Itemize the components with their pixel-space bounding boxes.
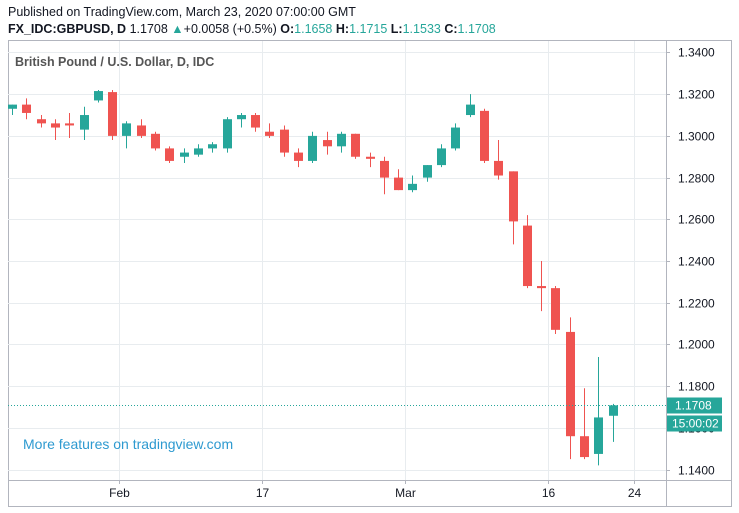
candle-body [408,183,417,191]
x-tick-label: 16 [542,486,556,500]
candle-body [394,177,403,191]
candle-body [22,104,31,113]
candle-body [8,104,17,109]
candle-body [594,417,603,454]
candle-body [251,115,260,128]
candle-body [609,405,618,416]
symbol-label[interactable]: FX_IDC:GBPUSD, D [8,22,127,36]
y-tick-label: 1.3200 [678,88,715,102]
candle-body [265,131,274,136]
candle-body [108,92,117,136]
axes: 1.14001.16001.18001.20001.22001.24001.26… [109,46,715,501]
candle-body [308,135,317,161]
chart-legend: British Pound / U.S. Dollar, D, IDC [15,55,214,69]
candle-body [65,123,74,126]
high-label: H: [335,22,350,36]
candle-body [380,160,389,178]
chart-frame [8,40,732,507]
x-tick-label: Feb [109,486,130,500]
candle-body [294,152,303,161]
candle-body [122,123,131,136]
open-label: O: [280,22,295,36]
price-tag [667,397,722,414]
candle-body [165,148,174,161]
y-tick-label: 1.3000 [678,130,715,144]
x-tick-label: 24 [628,486,642,500]
candle-body [180,152,189,157]
y-tick-label: 1.1400 [678,464,715,478]
candle-body [451,127,460,149]
y-tick-label: 1.1800 [678,380,715,394]
candle-body [37,119,46,124]
candle-body [51,123,60,128]
price-tag-label: 1.1708 [675,399,712,413]
candle-body [223,119,232,149]
close-value: 1.1708 [457,22,496,36]
candle-body [523,225,532,287]
candle-body [194,148,203,155]
close-label: C: [444,22,458,36]
candle-body [480,110,489,161]
candle-body [366,156,375,159]
y-tick-label: 1.2200 [678,297,715,311]
candle-body [423,165,432,178]
y-tick-label: 1.2400 [678,255,715,269]
low-label: L: [390,22,403,36]
last-price: 1.1708 [129,22,168,36]
candle-body [437,148,446,166]
candle-body [466,104,475,116]
candle-body [280,129,289,153]
candle-body [94,91,103,101]
grid [8,41,666,480]
up-arrow-icon: ▲ [171,22,184,36]
price-change: +0.0058 (+0.5%) [183,22,277,36]
x-tick-label: 17 [256,486,270,500]
x-tick-label: Mar [395,486,416,500]
y-tick-label: 1.2600 [678,213,715,227]
countdown-tag [667,415,722,432]
candle-body [208,144,217,149]
published-caption: Published on TradingView.com, March 23, … [8,5,356,19]
candle-body [566,331,575,437]
high-value: 1.1715 [349,22,388,36]
candle-body [137,125,146,136]
candle-body [537,286,546,289]
candle-body [80,115,89,130]
open-value: 1.1658 [294,22,333,36]
y-tick-label: 1.3400 [678,46,715,60]
promo-link[interactable]: More features on tradingview.com [23,436,233,452]
countdown-tag-label: 15:00:02 [672,417,719,431]
candle-body [494,160,503,176]
symbol-ohlc-line: FX_IDC:GBPUSD, D 1.1708 ▲+0.0058 (+0.5%)… [8,22,496,36]
candle-body [509,171,518,222]
y-tick-label: 1.2800 [678,172,715,186]
candle-body [580,436,589,458]
y-tick-label: 1.2000 [678,338,715,352]
candle-body [337,133,346,147]
candle-body [351,133,360,157]
candle-body [551,288,560,330]
candle-body [237,115,246,120]
candle-body [151,133,160,149]
candle-body [323,140,332,147]
low-value: 1.1533 [402,22,441,36]
candles [8,90,618,466]
